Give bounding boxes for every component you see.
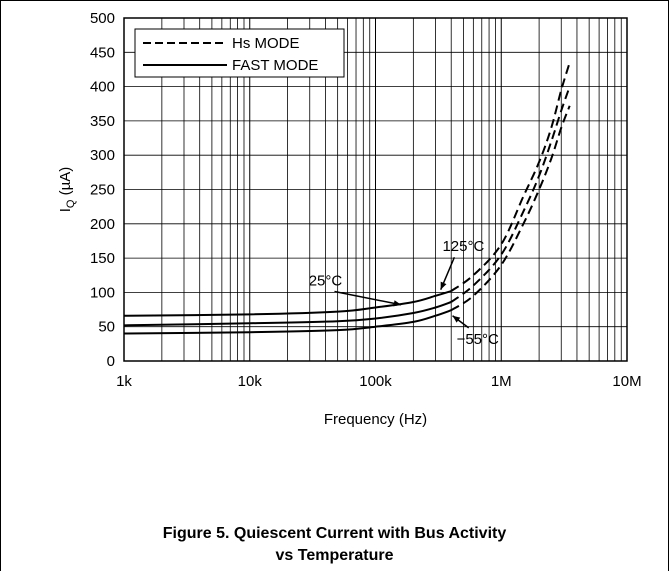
series-line-25C-solid [123,301,452,327]
series-group [123,62,571,335]
annotations: 125°C 25°C −55°C [309,238,499,348]
annotation-arrowhead [452,315,461,323]
figure-caption: Figure 5. Quiescent Current with Bus Act… [0,523,669,567]
caption-line-2: vs Temperature [275,547,394,564]
y-axis-label: IQ (µA) [57,167,77,213]
y-tick-label: 500 [90,10,115,27]
y-tick-label: 100 [90,284,115,301]
caption-line-1: Figure 5. Quiescent Current with Bus Act… [162,525,507,542]
series-line-55C-solid [123,309,452,335]
annotation-arrow [334,290,402,306]
x-tick-label: 10k [238,373,263,390]
annotation-label: −55°C [457,331,499,348]
y-axis-label-unit: (µA) [57,167,74,200]
y-tick-label: 350 [90,113,115,130]
y-tick-label: 250 [90,182,115,199]
annotation-arrowhead [440,281,447,290]
y-tick-label: 150 [90,250,115,267]
y-tick-label: 400 [90,79,115,96]
y-tick-label: 300 [90,147,115,164]
y-tick-label: 200 [90,216,115,233]
y-axis-label-subscript: Q [65,199,77,208]
legend: Hs MODE FAST MODE [134,28,345,78]
annotation-label: 125°C [442,238,484,255]
x-tick-label: 1M [491,373,512,390]
series-line-125C-dashed [450,62,571,292]
legend-label-hs-mode: Hs MODE [232,35,300,52]
annotation-arrowhead [393,300,402,307]
x-tick-label: 100k [359,373,392,390]
series-line-55C-dashed [450,105,571,312]
y-axis-label-main: I [57,208,74,212]
tick-labels: 0 50 100 150 200 250 300 350 400 450 500 1k 10k 100k 1… [90,10,642,390]
x-tick-label: 10M [612,373,641,390]
y-tick-label: 0 [107,353,115,370]
y-tick-label: 450 [90,44,115,61]
annotation-label: 25°C [309,273,343,290]
x-axis-label: Frequency (Hz) [324,411,427,428]
plot-border [123,17,628,362]
series-line-25C-dashed [450,86,571,303]
legend-box [134,28,345,78]
legend-label-fast-mode: FAST MODE [232,57,318,74]
chart: 0 50 100 150 200 250 300 350 400 450 500 1k 10k 100k 1… [57,10,642,428]
y-tick-label: 50 [98,319,115,336]
series-line-125C-solid [123,290,452,317]
x-tick-label: 1k [116,373,132,390]
